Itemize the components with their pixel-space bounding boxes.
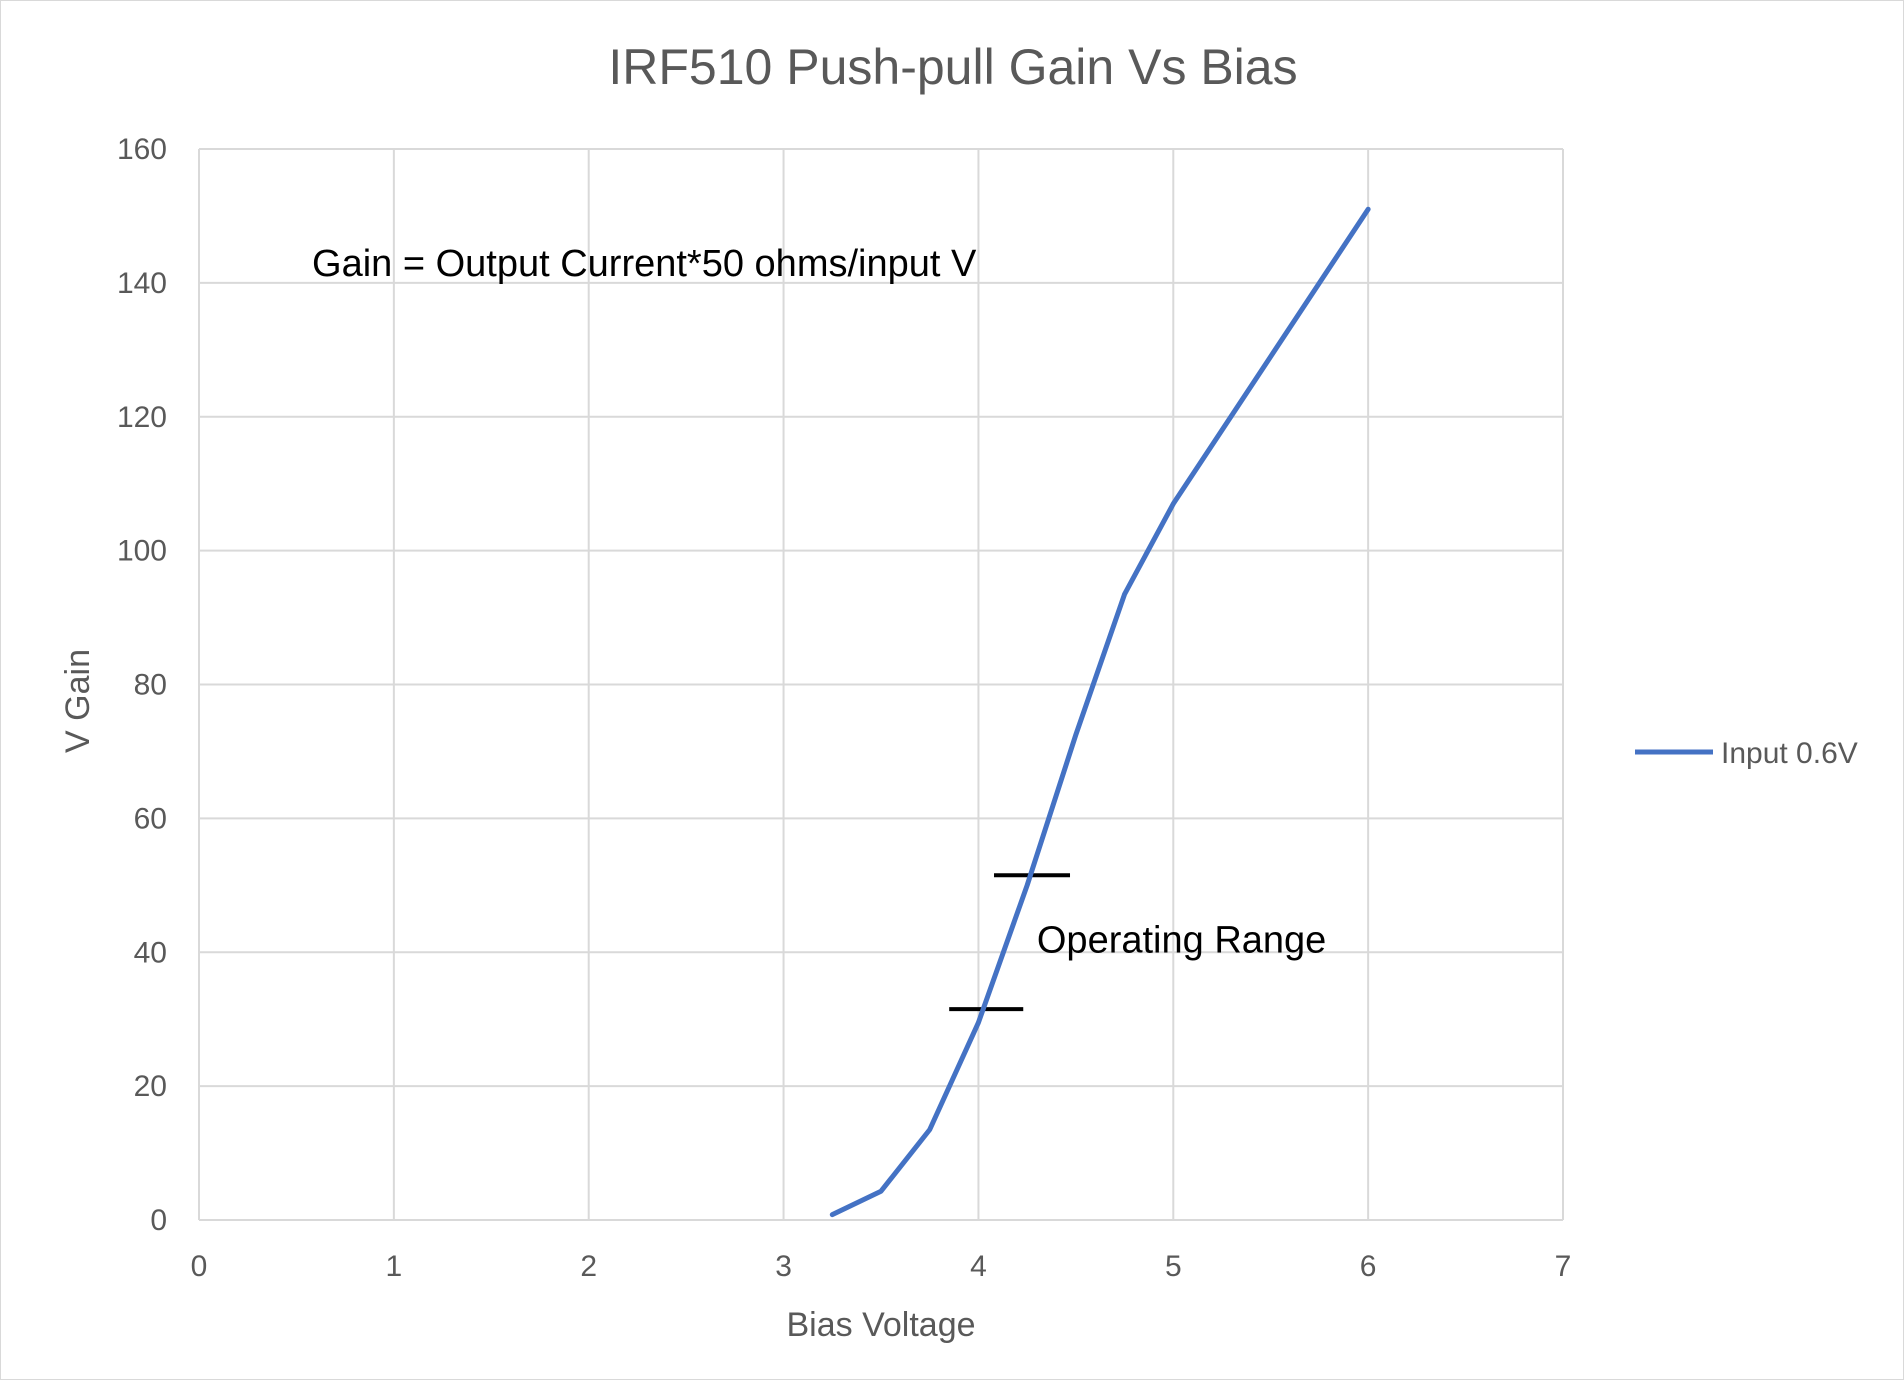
x-tick-label: 7 — [1555, 1250, 1572, 1283]
grid-layer — [199, 149, 1563, 1220]
y-tick-label: 60 — [134, 802, 167, 835]
y-tick-label: 100 — [117, 535, 167, 568]
series-layer — [832, 209, 1368, 1215]
y-tick-label: 120 — [117, 401, 167, 434]
annotation-text: Gain = Output Current*50 ohms/input V — [312, 243, 977, 285]
x-tick-label: 2 — [580, 1250, 597, 1283]
x-tick-label: 5 — [1165, 1250, 1182, 1283]
x-tick-label: 0 — [191, 1250, 208, 1283]
y-tick-label: 20 — [134, 1070, 167, 1103]
y-tick-label: 40 — [134, 936, 167, 969]
tick-layer: 0 1 2 3 4 5 6 7 0 20 40 60 80 100 120 140 160 — [117, 133, 1571, 1283]
annotation-text: Operating Range — [1037, 919, 1326, 961]
y-tick-label: 80 — [134, 669, 167, 702]
x-axis-title: Bias Voltage — [786, 1306, 975, 1344]
legend: Input 0.6V — [1635, 737, 1858, 770]
y-tick-label: 0 — [150, 1204, 167, 1237]
chart-title: IRF510 Push-pull Gain Vs Bias — [608, 39, 1297, 95]
x-tick-label: 4 — [970, 1250, 987, 1283]
x-tick-label: 6 — [1360, 1250, 1377, 1283]
legend-label: Input 0.6V — [1721, 737, 1858, 770]
y-axis-title: V Gain — [59, 649, 97, 753]
y-tick-label: 140 — [117, 267, 167, 300]
x-tick-label: 3 — [775, 1250, 792, 1283]
y-tick-label: 160 — [117, 133, 167, 166]
x-tick-label: 1 — [386, 1250, 403, 1283]
series-line — [832, 209, 1368, 1214]
